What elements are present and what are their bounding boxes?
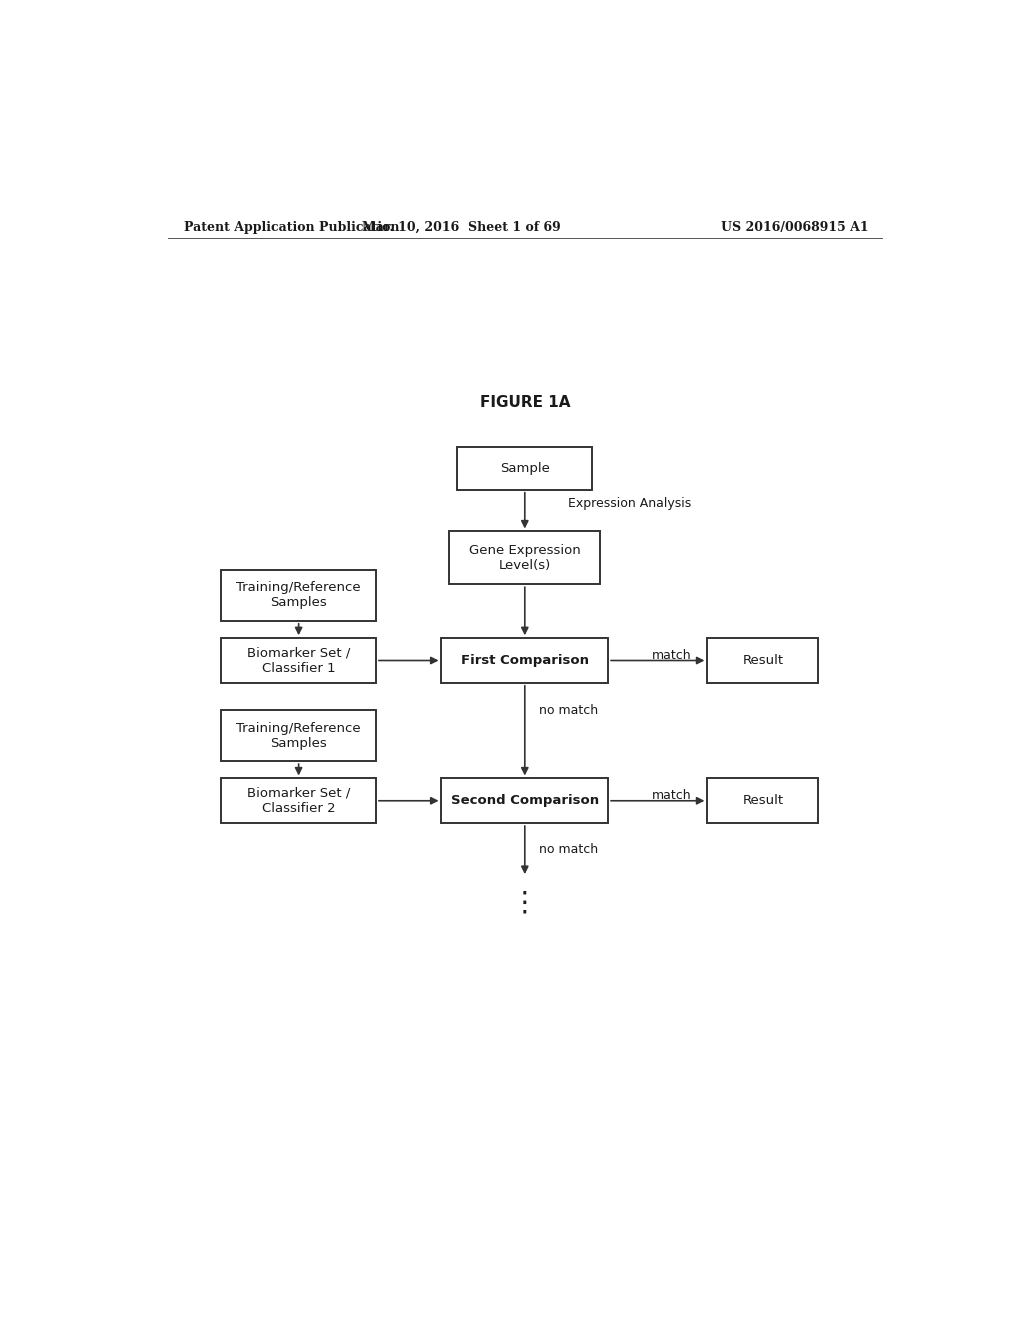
Text: no match: no match bbox=[539, 704, 598, 717]
Text: Expression Analysis: Expression Analysis bbox=[568, 498, 691, 511]
Text: no match: no match bbox=[539, 843, 598, 857]
Text: Gene Expression
Level(s): Gene Expression Level(s) bbox=[469, 544, 581, 572]
FancyBboxPatch shape bbox=[221, 570, 376, 620]
FancyBboxPatch shape bbox=[441, 779, 608, 824]
FancyBboxPatch shape bbox=[221, 779, 376, 824]
Text: Result: Result bbox=[742, 653, 783, 667]
FancyBboxPatch shape bbox=[708, 638, 818, 682]
FancyBboxPatch shape bbox=[221, 710, 376, 762]
FancyBboxPatch shape bbox=[221, 638, 376, 682]
Text: match: match bbox=[652, 649, 691, 661]
Text: Training/Reference
Samples: Training/Reference Samples bbox=[237, 581, 360, 610]
Text: Biomarker Set /
Classifier 2: Biomarker Set / Classifier 2 bbox=[247, 787, 350, 814]
Text: US 2016/0068915 A1: US 2016/0068915 A1 bbox=[721, 220, 868, 234]
FancyBboxPatch shape bbox=[441, 638, 608, 682]
Text: Second Comparison: Second Comparison bbox=[451, 795, 599, 808]
Text: FIGURE 1A: FIGURE 1A bbox=[479, 395, 570, 409]
Text: Result: Result bbox=[742, 795, 783, 808]
Text: Mar. 10, 2016  Sheet 1 of 69: Mar. 10, 2016 Sheet 1 of 69 bbox=[361, 220, 561, 234]
Text: ⋮: ⋮ bbox=[511, 888, 539, 916]
Text: Sample: Sample bbox=[500, 462, 550, 475]
Text: First Comparison: First Comparison bbox=[461, 653, 589, 667]
FancyBboxPatch shape bbox=[708, 779, 818, 824]
Text: match: match bbox=[652, 789, 691, 803]
Text: Patent Application Publication: Patent Application Publication bbox=[183, 220, 399, 234]
FancyBboxPatch shape bbox=[458, 447, 592, 490]
FancyBboxPatch shape bbox=[450, 532, 600, 585]
Text: Biomarker Set /
Classifier 1: Biomarker Set / Classifier 1 bbox=[247, 647, 350, 675]
Text: Training/Reference
Samples: Training/Reference Samples bbox=[237, 722, 360, 750]
